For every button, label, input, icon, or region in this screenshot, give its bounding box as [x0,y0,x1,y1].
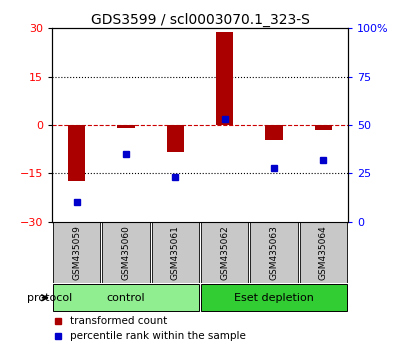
Bar [152,222,199,282]
Bar [53,284,199,312]
Text: GSM435062: GSM435062 [220,225,229,280]
Bar [117,125,135,128]
Bar [167,125,184,153]
Bar [315,125,332,130]
Text: transformed count: transformed count [70,315,167,326]
Bar [250,222,298,282]
Text: control: control [107,293,145,303]
Bar [300,222,347,282]
Text: GSM435064: GSM435064 [319,225,328,280]
Bar [201,284,347,312]
Text: GSM435059: GSM435059 [72,225,81,280]
Text: GSM435063: GSM435063 [270,225,278,280]
Bar [53,222,100,282]
Text: protocol: protocol [27,293,72,303]
Bar [265,125,283,139]
Bar [68,125,85,182]
Text: GSM435061: GSM435061 [171,225,180,280]
Bar [201,222,248,282]
Title: GDS3599 / scl0003070.1_323-S: GDS3599 / scl0003070.1_323-S [90,13,310,27]
Bar [102,222,150,282]
Bar [216,32,233,125]
Text: percentile rank within the sample: percentile rank within the sample [70,331,246,341]
Text: Eset depletion: Eset depletion [234,293,314,303]
Text: GSM435060: GSM435060 [122,225,130,280]
